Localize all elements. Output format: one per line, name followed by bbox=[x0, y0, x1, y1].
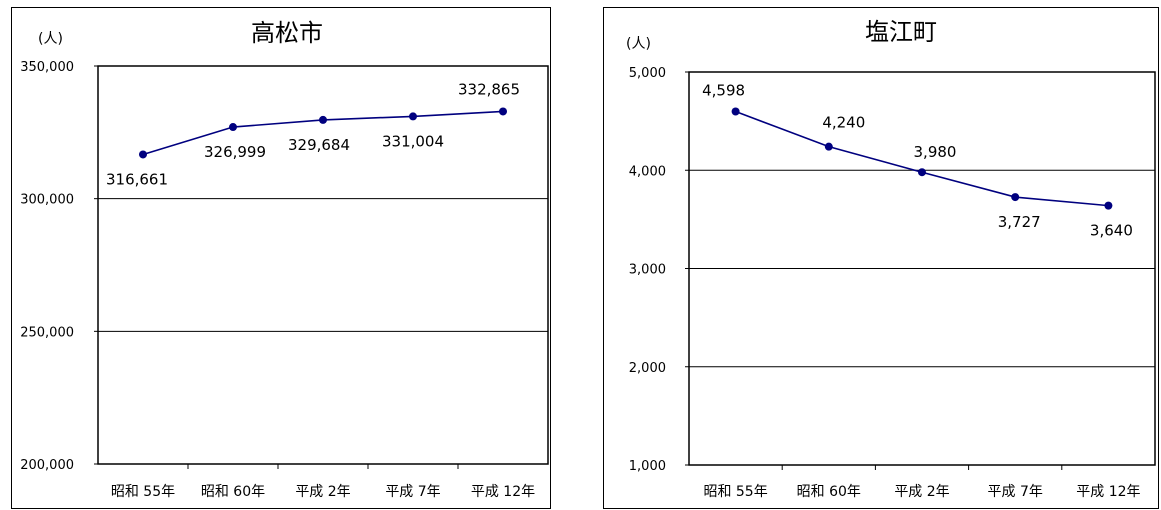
y-tick-label: 5,000 bbox=[629, 66, 666, 81]
data-point bbox=[319, 115, 327, 124]
y-tick-label: 2,000 bbox=[629, 361, 666, 376]
x-category-label: 昭和 55年 bbox=[703, 484, 767, 500]
y-unit-label: (人) bbox=[38, 31, 63, 47]
y-tick-label: 1,000 bbox=[629, 459, 666, 474]
data-point bbox=[1011, 193, 1020, 202]
y-tick-label: 350,000 bbox=[20, 60, 74, 75]
data-label: 329,684 bbox=[288, 136, 350, 154]
x-category-label: 昭和 60年 bbox=[201, 484, 265, 500]
plot-area bbox=[688, 71, 1156, 466]
data-label: 4,598 bbox=[702, 81, 745, 99]
data-label: 3,980 bbox=[914, 143, 957, 161]
x-category-label: 平成 7年 bbox=[385, 484, 440, 500]
chart-title: 高松市 bbox=[251, 19, 323, 47]
x-category-label: 昭和 60年 bbox=[797, 484, 861, 500]
y-unit-label: (人) bbox=[626, 36, 651, 52]
data-point bbox=[731, 107, 740, 116]
plot-area bbox=[97, 65, 549, 465]
chart-panel-shionoe: 塩江町 (人) 1,000 2,000 3,000 4,000 5,000 昭和 55年 昭和 … bbox=[603, 7, 1159, 509]
data-point bbox=[229, 123, 237, 132]
data-point bbox=[409, 112, 417, 121]
data-label: 316,661 bbox=[106, 170, 168, 188]
data-label: 3,727 bbox=[998, 213, 1041, 231]
x-category-label: 平成 12年 bbox=[471, 484, 535, 500]
data-label: 326,999 bbox=[204, 143, 266, 161]
data-point bbox=[139, 150, 147, 159]
line-chart-shionoe: 塩江町 (人) 1,000 2,000 3,000 4,000 5,000 昭和 55年 昭和 … bbox=[626, 18, 1156, 500]
data-point bbox=[1104, 201, 1113, 210]
y-tick-label: 200,000 bbox=[20, 458, 74, 473]
data-label: 332,865 bbox=[458, 80, 520, 98]
chart-title: 塩江町 bbox=[865, 18, 937, 46]
y-tick-label: 4,000 bbox=[629, 164, 666, 179]
data-point bbox=[918, 168, 926, 177]
data-label: 4,240 bbox=[822, 114, 865, 132]
x-category-label: 平成 7年 bbox=[988, 484, 1043, 500]
data-label: 3,640 bbox=[1090, 222, 1133, 240]
data-point bbox=[824, 142, 833, 151]
x-category-label: 平成 2年 bbox=[295, 484, 350, 500]
y-tick-label: 3,000 bbox=[629, 263, 666, 278]
x-category-label: 平成 12年 bbox=[1076, 484, 1140, 500]
chart-panel-takamatsu: 高松市 (人) 200,000 250,000 300,000 350,000 昭和 55年… bbox=[11, 7, 551, 509]
x-category-label: 昭和 55年 bbox=[111, 484, 175, 500]
data-point bbox=[499, 107, 507, 116]
x-category-label: 平成 2年 bbox=[894, 484, 949, 500]
y-tick-label: 300,000 bbox=[20, 193, 74, 208]
data-label: 331,004 bbox=[382, 132, 444, 150]
line-chart-takamatsu: 高松市 (人) 200,000 250,000 300,000 350,000 昭和 55年… bbox=[20, 19, 549, 500]
y-tick-label: 250,000 bbox=[20, 325, 74, 340]
